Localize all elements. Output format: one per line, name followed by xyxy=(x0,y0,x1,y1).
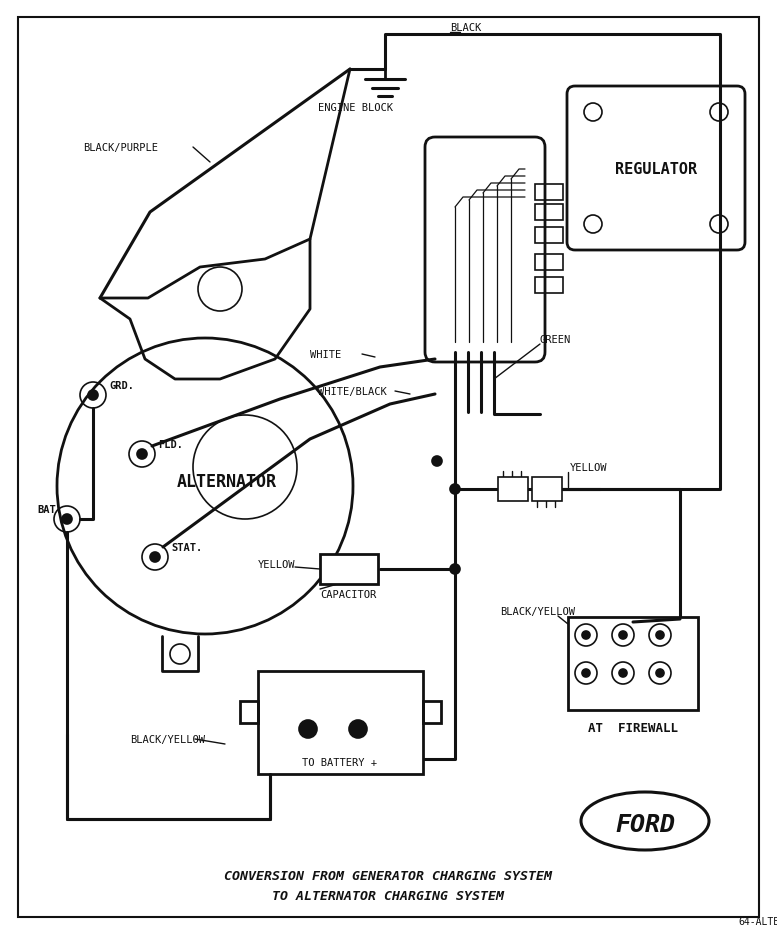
Circle shape xyxy=(656,669,664,677)
Circle shape xyxy=(450,565,460,574)
Text: STAT.: STAT. xyxy=(171,543,202,552)
Text: GREEN: GREEN xyxy=(540,334,571,345)
Circle shape xyxy=(299,720,317,738)
Text: ENGINE BLOCK: ENGINE BLOCK xyxy=(318,103,392,113)
Circle shape xyxy=(656,632,664,639)
Circle shape xyxy=(137,449,147,460)
Text: CAPACITOR: CAPACITOR xyxy=(320,589,376,599)
Text: BLACK/YELLOW: BLACK/YELLOW xyxy=(500,606,575,616)
Bar xyxy=(498,478,528,501)
Text: BLACK/YELLOW: BLACK/YELLOW xyxy=(130,734,205,744)
Circle shape xyxy=(88,391,98,400)
Bar xyxy=(568,617,698,710)
Circle shape xyxy=(582,632,590,639)
Circle shape xyxy=(582,669,590,677)
Text: WHITE/BLACK: WHITE/BLACK xyxy=(318,387,387,396)
Bar xyxy=(240,701,258,723)
Bar xyxy=(320,554,378,584)
Text: 64-ALTERN: 64-ALTERN xyxy=(738,916,777,926)
Circle shape xyxy=(619,669,627,677)
Text: GRD.: GRD. xyxy=(109,380,134,391)
Text: BLACK/PURPLE: BLACK/PURPLE xyxy=(83,143,158,153)
Bar xyxy=(535,228,563,244)
Circle shape xyxy=(450,484,460,495)
Bar xyxy=(258,671,423,774)
Circle shape xyxy=(619,632,627,639)
Text: YELLOW: YELLOW xyxy=(257,560,295,569)
Text: BAT.: BAT. xyxy=(37,504,62,514)
Bar xyxy=(535,278,563,294)
Bar xyxy=(423,701,441,723)
Text: YELLOW: YELLOW xyxy=(570,463,608,473)
Text: ALTERNATOR: ALTERNATOR xyxy=(177,473,277,491)
Bar xyxy=(535,255,563,271)
Circle shape xyxy=(432,457,442,466)
Circle shape xyxy=(150,552,160,563)
Text: FORD: FORD xyxy=(615,812,675,836)
Text: FLD.: FLD. xyxy=(158,440,183,449)
Bar xyxy=(532,478,562,501)
Text: BLACK: BLACK xyxy=(450,23,481,33)
Circle shape xyxy=(349,720,367,738)
Text: AT  FIREWALL: AT FIREWALL xyxy=(588,720,678,733)
Bar xyxy=(535,205,563,221)
Bar xyxy=(535,185,563,201)
Circle shape xyxy=(62,514,72,525)
Text: TO ALTERNATOR CHARGING SYSTEM: TO ALTERNATOR CHARGING SYSTEM xyxy=(272,889,504,902)
Text: TO BATTERY +: TO BATTERY + xyxy=(302,757,378,767)
Text: CONVERSION FROM GENERATOR CHARGING SYSTEM: CONVERSION FROM GENERATOR CHARGING SYSTE… xyxy=(224,868,552,882)
Text: WHITE: WHITE xyxy=(310,349,341,360)
Text: REGULATOR: REGULATOR xyxy=(615,161,697,177)
